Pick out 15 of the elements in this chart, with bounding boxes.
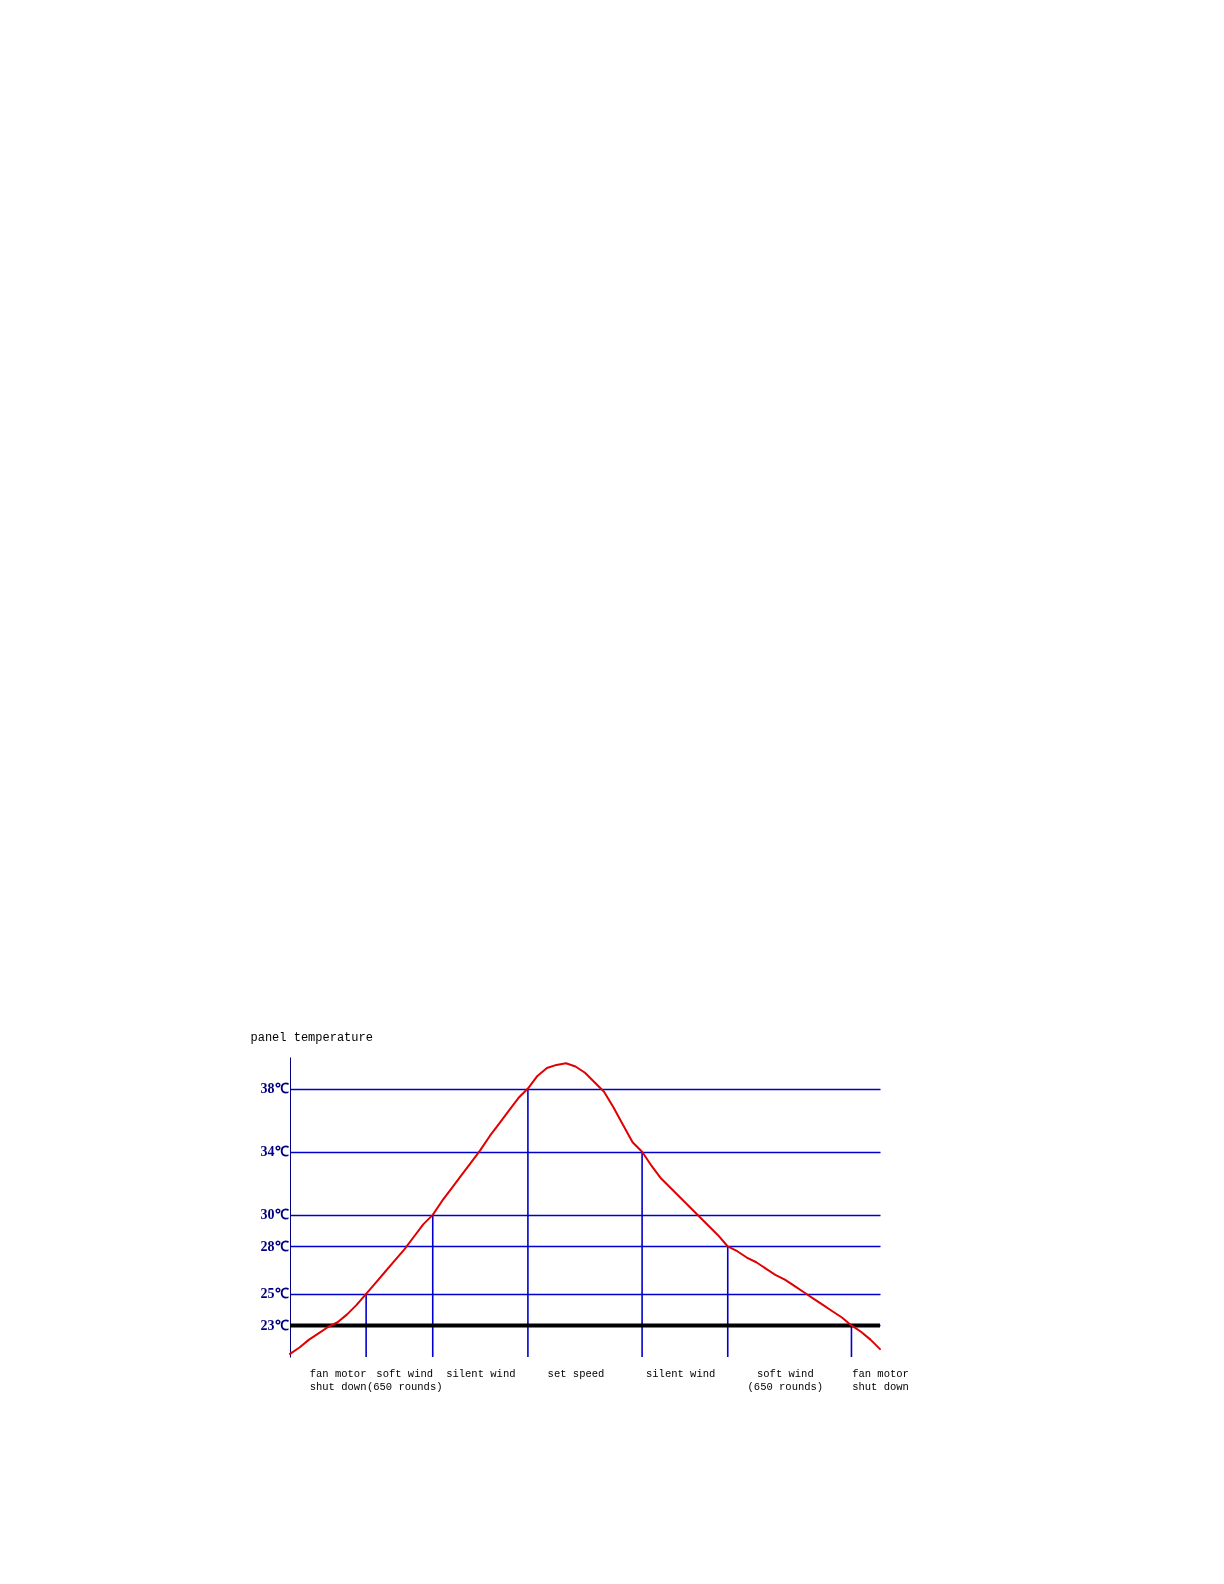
x-tick-label: soft wind (650 rounds) [747, 1367, 824, 1393]
y-tick-label: 25℃ [260, 1286, 289, 1302]
x-tick-label: fan motor shut down [309, 1367, 367, 1393]
y-tick-label: 38℃ [260, 1081, 289, 1097]
x-tick-label: silent wind [446, 1367, 516, 1380]
x-tick-label: fan motor shut down [852, 1367, 909, 1393]
line-series [289, 1062, 881, 1355]
x-tick-label: soft wind (650 rounds) [366, 1367, 443, 1393]
x-tick-label: set speed [547, 1367, 605, 1380]
y-tick-label: 30℃ [260, 1207, 289, 1223]
y-tick-label: 34℃ [260, 1144, 289, 1160]
x-tick-label: silent wind [646, 1367, 716, 1380]
y-tick-label: 23℃ [260, 1317, 289, 1333]
y-tick-label: 28℃ [260, 1238, 289, 1254]
y-axis-title: panel temperature [250, 1030, 373, 1045]
